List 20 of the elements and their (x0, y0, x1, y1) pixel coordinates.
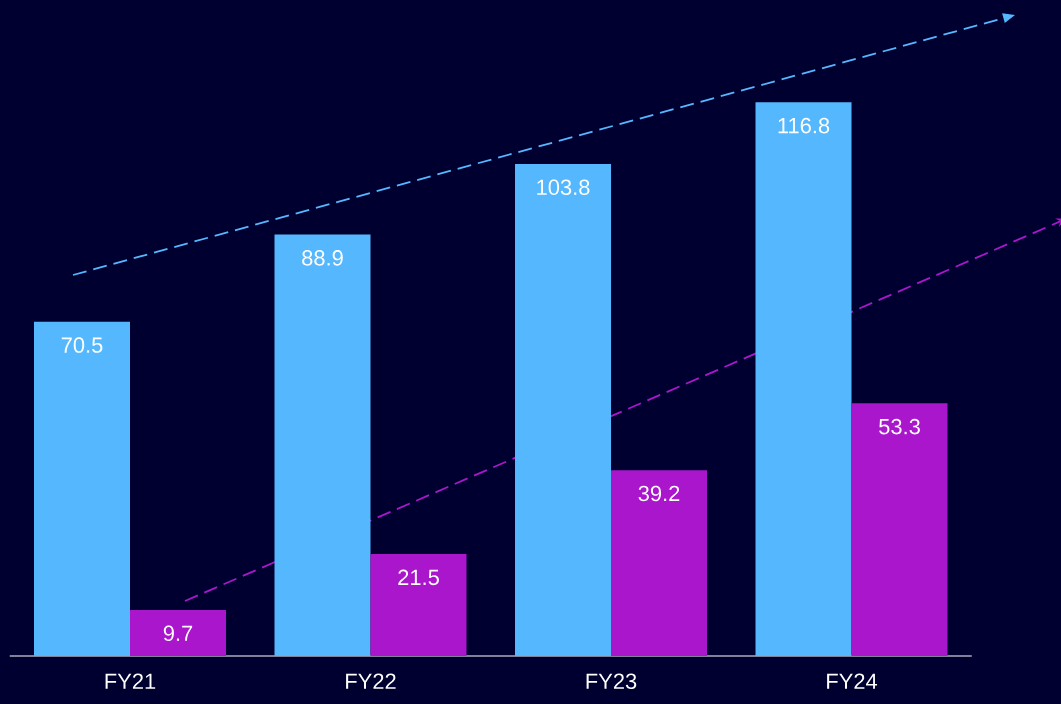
data-label: 88.9 (302, 250, 343, 266)
data-label: 103.8 (537, 179, 590, 196)
x-tick-label: FY23 (586, 673, 637, 690)
x-tick-label: FY22 (346, 673, 396, 689)
bar (611, 470, 708, 656)
bar (370, 554, 467, 656)
data-label: 39.2 (638, 485, 680, 502)
x-tick-label: FY21 (105, 673, 156, 689)
bar (274, 234, 371, 656)
bar (130, 610, 226, 656)
bar (515, 163, 612, 656)
data-label: 21.5 (398, 569, 439, 586)
data-label: 116.8 (778, 117, 830, 134)
bar (755, 102, 852, 656)
data-label: 53.3 (879, 418, 920, 435)
data-label: 9.7 (163, 625, 193, 642)
bar (34, 321, 130, 656)
bar (851, 403, 948, 656)
data-label: 70.5 (61, 337, 103, 353)
x-tick-label: FY24 (827, 673, 878, 689)
